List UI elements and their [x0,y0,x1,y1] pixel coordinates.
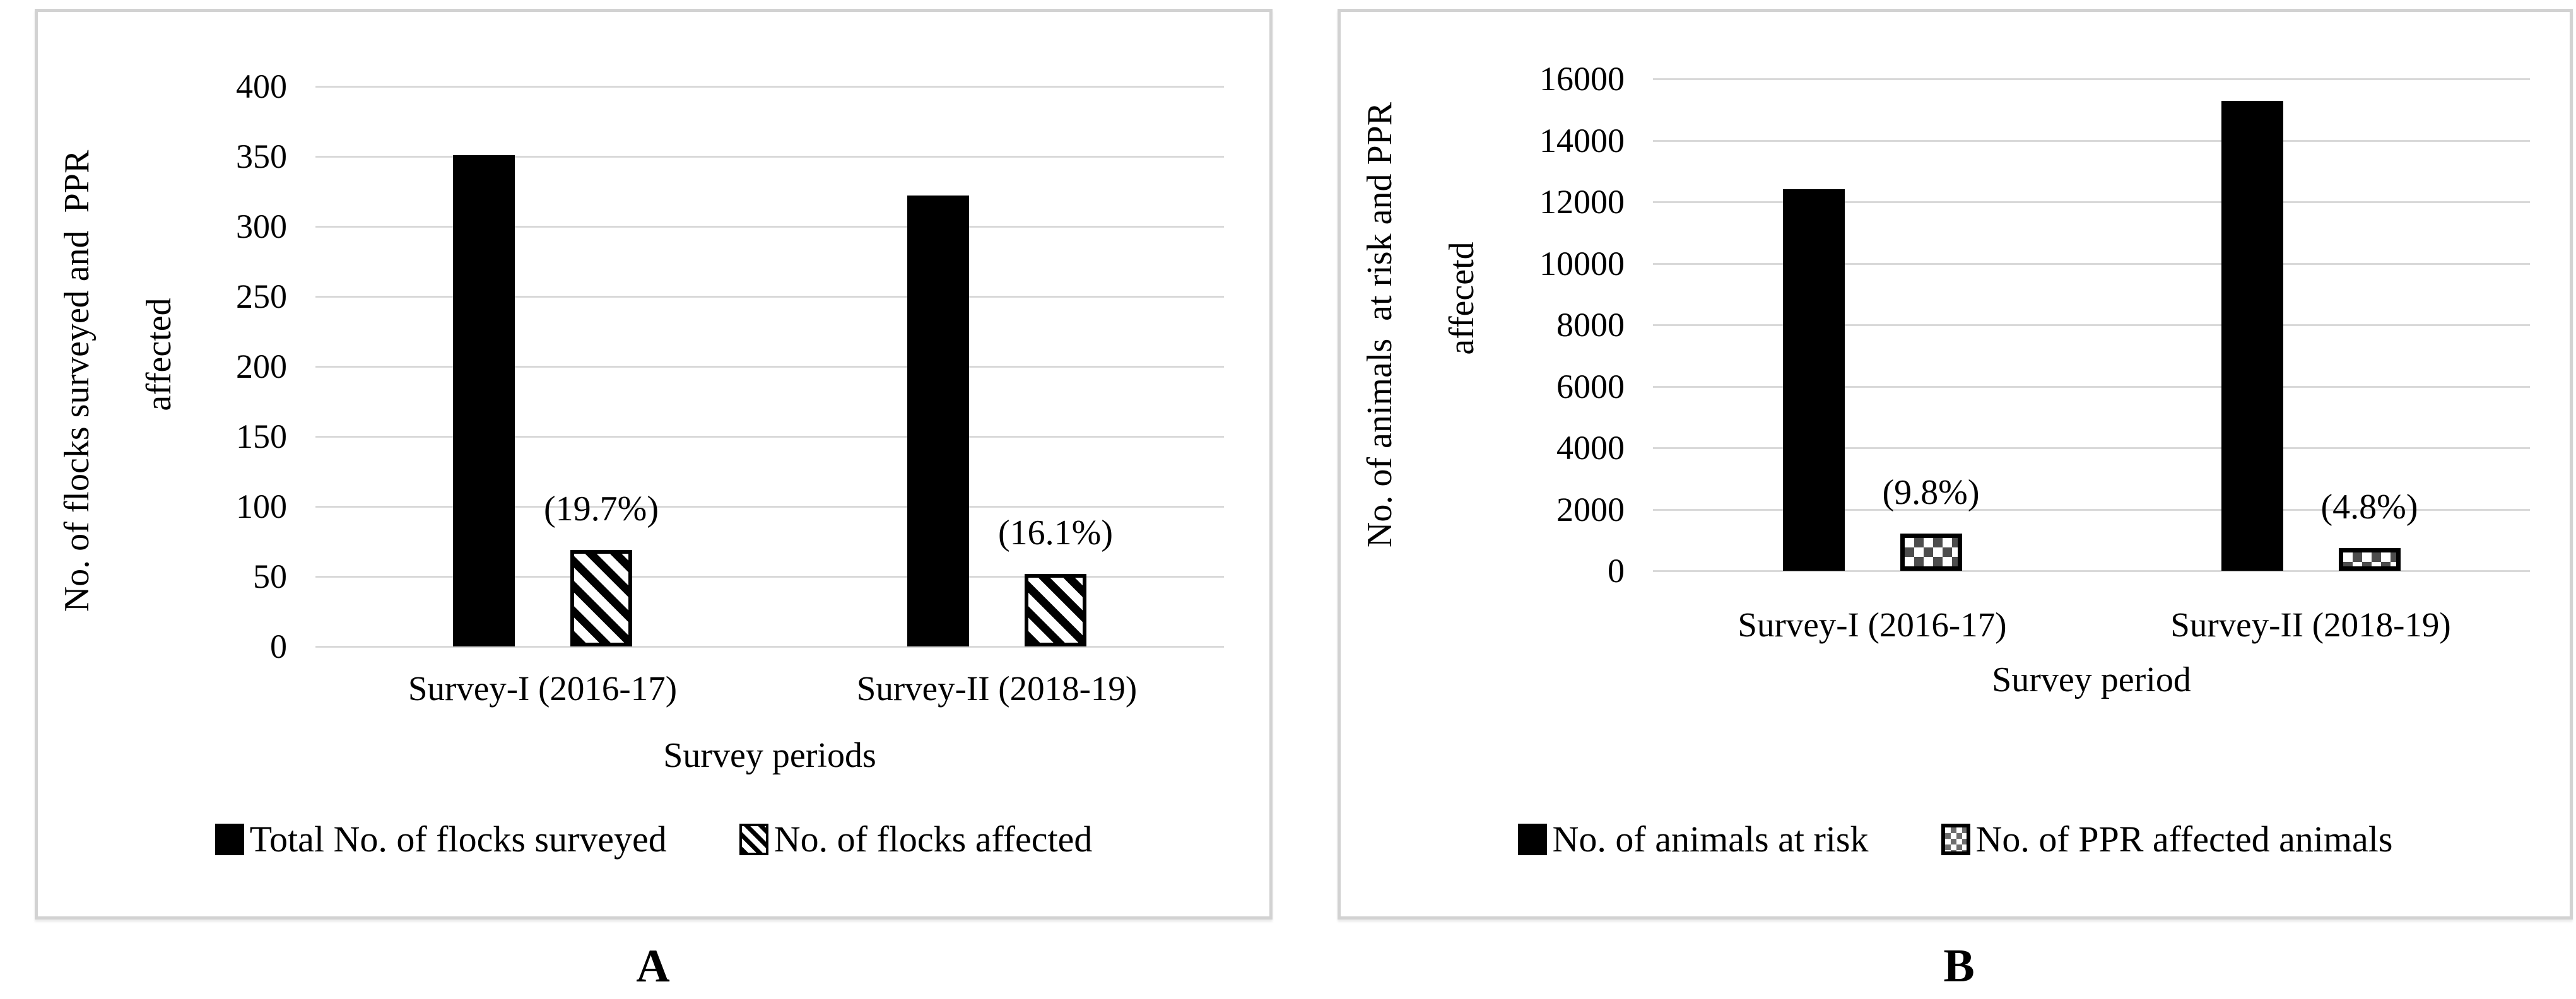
gridline [1653,78,2530,80]
y-tick-label: 300 [236,207,287,245]
bar-series1 [1782,189,1845,571]
legend-swatch-diagonal-stripes [739,824,768,855]
data-label: (9.8%) [1882,473,1980,512]
y-tick-label: 0 [270,628,287,665]
y-tick-label: 250 [236,278,287,315]
gridline [315,646,1224,648]
plot-area-b [1653,78,2530,572]
gridline [315,296,1224,298]
gridline [315,506,1224,508]
legend-label: No. of flocks affected [773,819,1093,860]
legend-label: No. of PPR affected animals [1975,819,2393,860]
x-category-label: Survey-I (2016-17) [1738,605,2007,644]
legend-label: No. of animals at risk [1552,819,1869,860]
y-tick-label: 200 [236,348,287,385]
data-label: (4.8%) [2320,488,2418,527]
gridline [315,86,1224,88]
y-tick-label: 14000 [1539,121,1625,160]
x-axis-title-a: Survey periods [663,736,876,775]
y-tick-label: 150 [236,418,287,455]
legend-swatch-checkerboard [1941,824,1970,855]
gridline [1653,570,2530,572]
y-tick-label: 50 [253,558,287,595]
legend-item: Total No. of flocks surveyed [215,819,667,860]
panel-A: No. of flocks surveyed and PPR affected … [35,9,1273,920]
data-label: (16.1%) [998,513,1113,552]
bar-series2 [1900,534,1962,571]
legend-a: Total No. of flocks surveyed No. of flock… [38,819,1269,860]
y-tick-label: 4000 [1556,429,1625,467]
y-tick-label: 8000 [1556,306,1625,344]
x-category-label: Survey-I (2016-17) [408,669,678,708]
gridline [1653,324,2530,326]
bar-series1 [453,155,515,646]
panel-B: No. of animals at risk and PPR affecetd … [1338,9,2573,920]
gridline [315,366,1224,368]
gridline [1653,201,2530,203]
bar-series1 [2221,101,2283,571]
gridline [1653,139,2530,142]
gridline [315,576,1224,578]
x-category-label: Survey-II (2018-19) [856,669,1138,708]
y-tick-label: 6000 [1556,367,1625,406]
y-tick-label: 10000 [1539,244,1625,283]
bar-series2 [570,550,632,646]
legend-swatch-solid-black [215,824,244,855]
data-label: (19.7%) [544,489,659,529]
gridline [1653,447,2530,449]
legend-item: No. of animals at risk [1517,819,1869,860]
y-tick-label: 350 [236,137,287,175]
bar-series2 [1025,574,1086,646]
gridline [1653,385,2530,388]
y-tick-label: 2000 [1556,490,1625,529]
y-tick-label: 400 [236,67,287,105]
y-tick-label: 12000 [1539,183,1625,221]
y-tick-label: 100 [236,488,287,525]
x-axis-title-b: Survey period [1992,660,2191,699]
legend-item: No. of PPR affected animals [1941,819,2393,860]
plot-area-a [315,86,1224,648]
gridline [1653,262,2530,265]
legend-label: Total No. of flocks surveyed [249,819,667,860]
bar-series2 [2338,548,2401,571]
gridline [315,436,1224,438]
legend-b: No. of animals at risk No. of PPR affecte… [1341,819,2570,860]
gridline [315,226,1224,228]
legend-swatch-solid-black [1517,824,1547,855]
x-category-label: Survey-II (2018-19) [2170,605,2451,644]
panel-letter-A: A [636,940,670,992]
panel-letter-B: B [1943,940,1975,992]
bar-series1 [907,196,969,646]
legend-item: No. of flocks affected [739,819,1093,860]
gridline [315,156,1224,158]
y-tick-label: 0 [1608,552,1625,590]
gridline [1653,508,2530,511]
y-tick-label: 16000 [1539,60,1625,98]
